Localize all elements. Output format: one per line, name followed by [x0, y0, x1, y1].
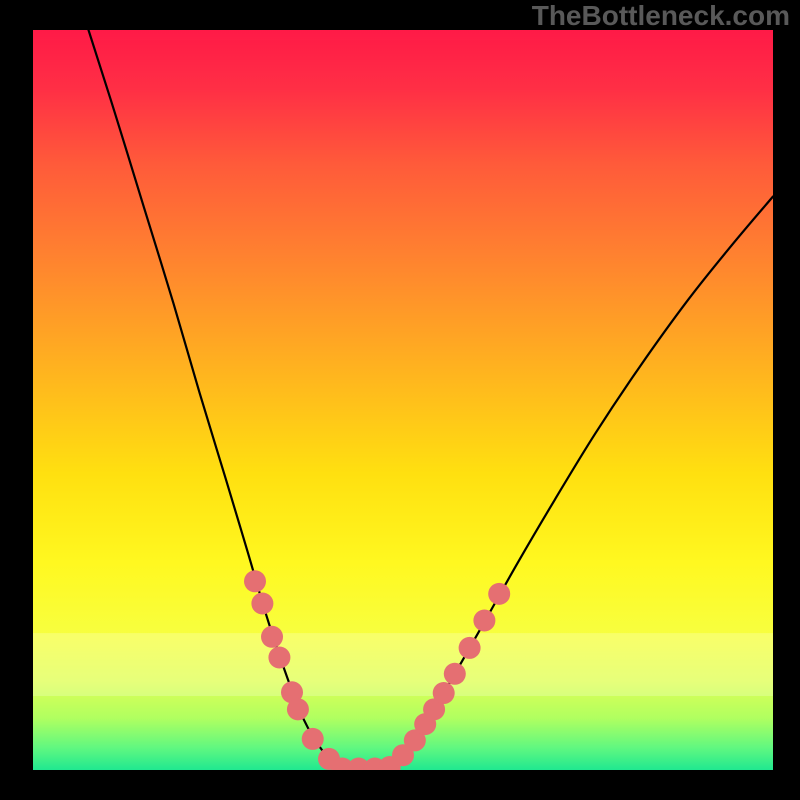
pale-band	[33, 633, 773, 696]
marker-dot	[444, 663, 466, 685]
plot-area	[33, 30, 773, 770]
marker-dot	[302, 728, 324, 750]
marker-dot	[488, 583, 510, 605]
watermark-text: TheBottleneck.com	[532, 0, 790, 32]
marker-dot	[459, 637, 481, 659]
marker-dot	[251, 593, 273, 615]
marker-dot	[244, 570, 266, 592]
marker-dot	[473, 610, 495, 632]
marker-dot	[287, 698, 309, 720]
chart-frame: TheBottleneck.com	[0, 0, 800, 800]
marker-dot	[268, 647, 290, 669]
marker-dot	[433, 682, 455, 704]
marker-dot	[261, 626, 283, 648]
